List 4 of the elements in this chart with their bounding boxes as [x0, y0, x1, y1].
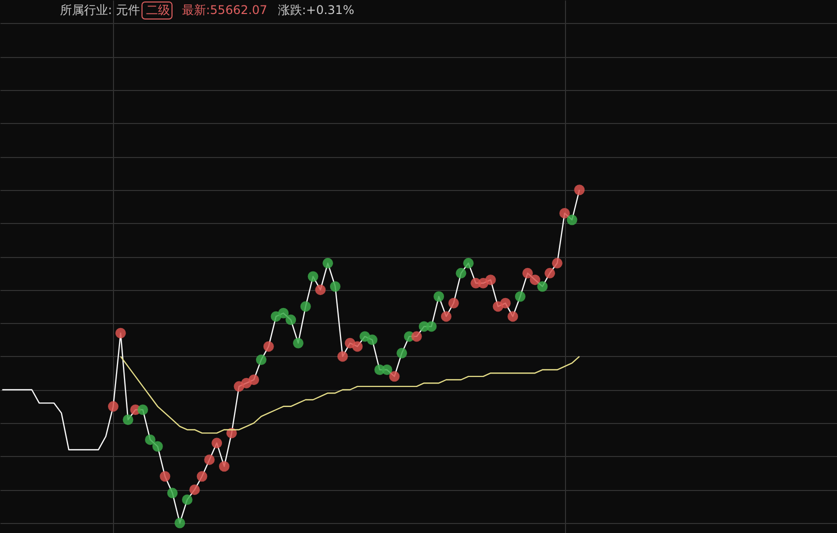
text: 最新:55662.07 [182, 3, 268, 17]
chart-subtitle: 二级 [146, 3, 170, 17]
text: 涨跌:+0.31% [278, 3, 354, 17]
chart-title: 所属行业: 元件 [60, 3, 140, 17]
